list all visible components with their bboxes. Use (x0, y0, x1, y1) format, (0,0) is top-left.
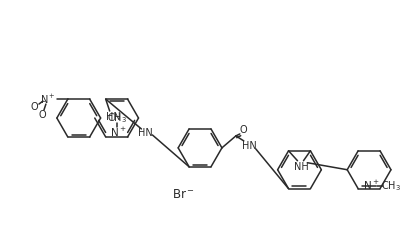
Text: O: O (38, 110, 46, 120)
Text: N$^+$: N$^+$ (363, 179, 380, 192)
Text: N$^+$: N$^+$ (110, 125, 127, 139)
Text: HN: HN (242, 141, 257, 151)
Text: CH$_3$: CH$_3$ (381, 179, 401, 193)
Text: O: O (30, 102, 38, 112)
Text: N$^+$: N$^+$ (40, 93, 56, 106)
Text: O: O (240, 125, 247, 135)
Text: NH: NH (294, 162, 309, 172)
Text: Br$^-$: Br$^-$ (172, 188, 194, 201)
Text: CH$_3$: CH$_3$ (107, 111, 127, 125)
Text: HN: HN (138, 128, 153, 138)
Text: $^-$: $^-$ (39, 98, 47, 106)
Text: HN: HN (106, 112, 121, 122)
